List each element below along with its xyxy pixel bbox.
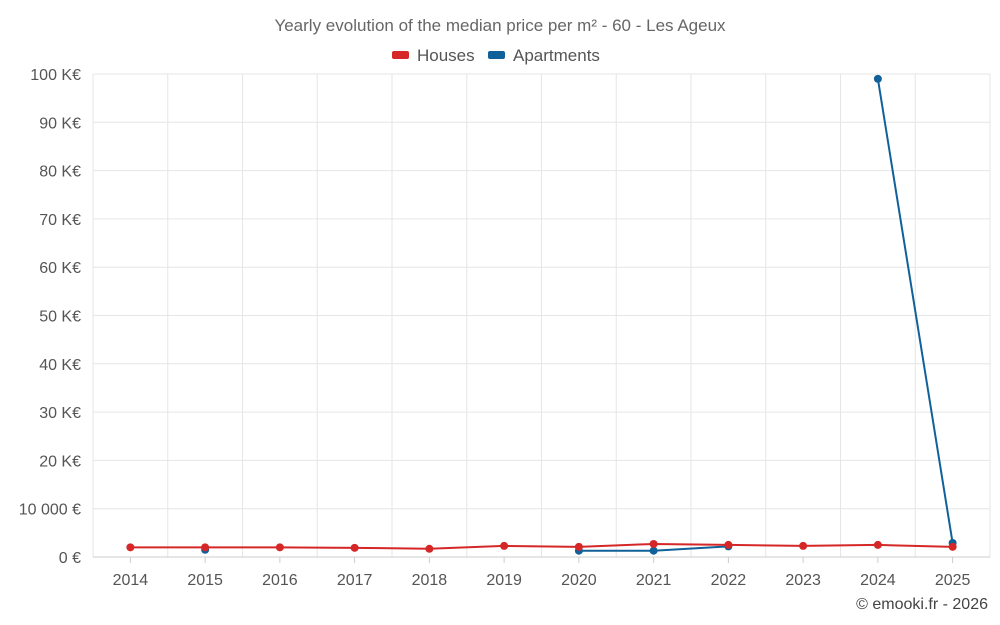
legend-swatch (392, 51, 409, 59)
y-axis-ticks: 0 € 10 000 € 20 K€ 30 K€ 40 K€ 50 K€ 60 K€ 70 K… (19, 67, 81, 567)
y-tick-label: 80 K€ (39, 164, 81, 181)
series-houses (126, 539, 957, 553)
y-tick-label: 60 K€ (39, 260, 81, 277)
x-tick-label: 2016 (262, 572, 298, 589)
credit-text: © emooki.fr - 2026 (856, 596, 988, 613)
series-apartments (201, 74, 957, 555)
y-tick-label: 100 K€ (30, 67, 81, 84)
series-layer (126, 74, 957, 555)
data-point[interactable] (425, 544, 434, 553)
y-tick-label: 10 000 € (19, 502, 81, 519)
data-point[interactable] (948, 542, 957, 551)
y-tick-label: 70 K€ (39, 212, 81, 229)
legend-label[interactable]: Apartments (513, 46, 600, 65)
y-tick-label: 0 € (59, 550, 81, 567)
y-tick-label: 50 K€ (39, 309, 81, 326)
x-tick-label: 2018 (412, 572, 448, 589)
x-axis-ticks: 2014 2015 2016 2017 2018 2019 2020 2021 2022 2023… (113, 557, 971, 589)
series-line (876, 78, 954, 544)
legend: Houses Apartments (392, 46, 600, 65)
chart-title: Yearly evolution of the median price per… (274, 16, 726, 35)
y-tick-label: 90 K€ (39, 115, 81, 132)
data-point[interactable] (873, 540, 882, 549)
x-tick-label: 2020 (561, 572, 597, 589)
y-tick-label: 40 K€ (39, 357, 81, 374)
legend-label[interactable]: Houses (417, 46, 475, 65)
data-point[interactable] (201, 543, 210, 552)
legend-swatch (488, 51, 505, 59)
data-point[interactable] (873, 74, 882, 83)
data-point[interactable] (574, 542, 583, 551)
data-point[interactable] (275, 543, 284, 552)
x-tick-label: 2021 (636, 572, 672, 589)
x-tick-label: 2025 (935, 572, 971, 589)
series-line (130, 542, 953, 550)
data-point[interactable] (799, 541, 808, 550)
data-point[interactable] (649, 546, 658, 555)
x-tick-label: 2017 (337, 572, 373, 589)
y-tick-label: 30 K€ (39, 405, 81, 422)
grid (92, 73, 991, 558)
x-tick-label: 2024 (860, 572, 896, 589)
x-tick-label: 2022 (711, 572, 747, 589)
data-point[interactable] (500, 541, 509, 550)
data-point[interactable] (724, 540, 733, 549)
x-tick-label: 2023 (785, 572, 821, 589)
data-point[interactable] (126, 543, 135, 552)
data-point[interactable] (350, 543, 359, 552)
x-tick-label: 2019 (486, 572, 522, 589)
data-point[interactable] (649, 539, 658, 548)
x-tick-label: 2014 (113, 572, 149, 589)
x-tick-label: 2015 (187, 572, 223, 589)
y-tick-label: 20 K€ (39, 453, 81, 470)
